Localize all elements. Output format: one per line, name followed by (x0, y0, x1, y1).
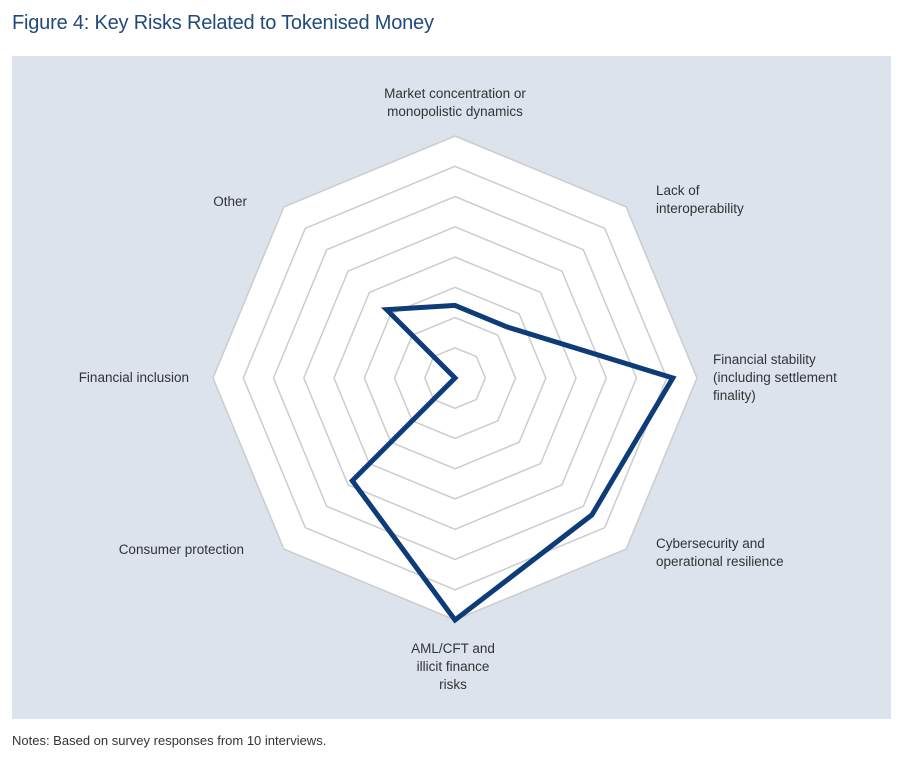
axis-label-0: Market concentration or monopolistic dyna… (384, 86, 526, 119)
grid-ring-1 (423, 346, 487, 410)
axis-label-line: Lack of (656, 183, 700, 198)
radar-chart: Market concentration or monopolistic dyna… (79, 86, 837, 692)
axis-label-3: Cybersecurity and operational resilience (656, 536, 784, 569)
axis-label-4: AML/CFT and illicit finance risks (411, 641, 495, 692)
axis-label-5: Consumer protection (119, 542, 244, 557)
grid-ring-6 (272, 195, 638, 561)
radar-axis-labels: Market concentration or monopolistic dyna… (79, 86, 837, 692)
figure-notes: Notes: Based on survey responses from 10… (12, 733, 327, 748)
axis-label-line: illicit finance (417, 659, 490, 674)
axis-label-line: Other (213, 194, 247, 209)
axis-label-line: monopolistic dynamics (387, 104, 523, 119)
figure-title: Figure 4: Key Risks Related to Tokenised… (12, 12, 434, 34)
axis-label-7: Other (213, 194, 247, 209)
axis-label-line: risks (439, 677, 467, 692)
axis-label-line: finality) (713, 388, 756, 403)
axis-label-line: operational resilience (656, 554, 784, 569)
axis-label-line: Cybersecurity and (656, 536, 765, 551)
axis-label-line: interoperability (656, 201, 744, 216)
axis-label-line: Market concentration or (384, 86, 526, 101)
grid-ring-2 (393, 316, 517, 440)
axis-label-line: AML/CFT and (411, 641, 495, 656)
axis-label-line: Consumer protection (119, 542, 244, 557)
axis-label-line: Financial inclusion (79, 370, 189, 385)
axis-label-6: Financial inclusion (79, 370, 189, 385)
axis-label-2: Financial stability (including settlement… (713, 352, 837, 403)
radar-series (349, 302, 677, 624)
grid-ring-5 (302, 225, 608, 531)
axis-label-line: (including settlement (713, 370, 837, 385)
axis-label-line: Financial stability (713, 352, 816, 367)
chart-panel: Market concentration or monopolistic dyna… (12, 56, 891, 719)
grid-ring-4 (333, 256, 577, 500)
grid-ring-7 (242, 165, 668, 591)
axis-label-1: Lack of interoperability (656, 183, 744, 216)
